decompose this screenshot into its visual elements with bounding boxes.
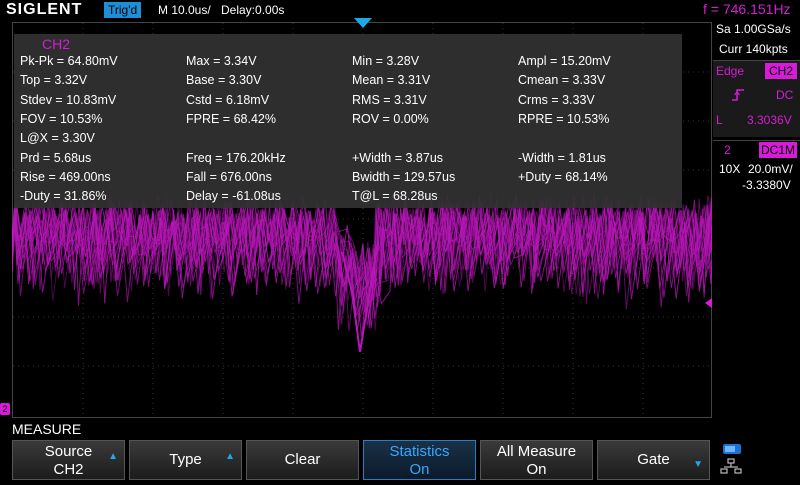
ch2-ground-marker[interactable]: 2: [0, 403, 10, 415]
softkey-label: Gate: [637, 451, 670, 468]
measure-item: Min = 3.28V: [352, 54, 420, 68]
measure-item: Stdev = 10.83mV: [20, 93, 117, 107]
measure-item: FOV = 10.53%: [20, 112, 103, 126]
memory-depth-readout: Curr 140kpts: [719, 42, 788, 56]
measure-item: T@L = 68.28us: [352, 189, 438, 203]
measure-item: Mean = 3.31V: [352, 73, 431, 87]
up-arrow-icon: ▲: [225, 451, 235, 462]
measure-item: Rise = 469.00ns: [20, 170, 111, 184]
waveform-trace: [12, 193, 712, 315]
trigger-level-marker[interactable]: [705, 298, 712, 308]
measure-item: RMS = 3.31V: [352, 93, 427, 107]
measure-item: Top = 3.32V: [20, 73, 88, 87]
measure-item: Fall = 676.00ns: [186, 170, 272, 184]
softkey-label: All Measure: [496, 443, 577, 460]
measure-item: Prd = 5.68us: [20, 151, 92, 165]
softkey-value: On: [526, 461, 547, 478]
measure-item: Crms = 3.33V: [518, 93, 595, 107]
usb-network-icon: [720, 444, 742, 474]
measure-item: Bwidth = 129.57us: [352, 170, 456, 184]
vertical-offset: -3.3380V: [742, 178, 791, 192]
softkey-value: On: [409, 461, 430, 478]
softkey-value: CH2: [53, 461, 84, 478]
delay-readout: Delay:0.00s: [221, 3, 285, 17]
softkey-label: Type: [169, 451, 202, 468]
measure-item: Freq = 176.20kHz: [186, 151, 286, 165]
measure-item: +Duty = 68.14%: [518, 170, 608, 184]
probe-attenuation: 10X: [719, 162, 741, 176]
type-softkey[interactable]: Type ▲: [129, 440, 242, 480]
measure-item: RPRE = 10.53%: [518, 112, 610, 126]
vertical-scale: 20.0mV/: [748, 162, 793, 176]
waveform-notch: [341, 241, 379, 353]
trigger-coupling: DC: [776, 88, 794, 102]
timebase-readout: M 10.0us/: [158, 3, 211, 17]
rising-edge-icon: [731, 88, 745, 105]
channel-number: 2: [724, 143, 731, 157]
frequency-counter: f = 746.151Hz: [703, 1, 791, 17]
trigger-source-badge: CH2: [765, 63, 797, 79]
up-arrow-icon: ▲: [108, 451, 118, 462]
source-softkey[interactable]: Source CH2 ▲: [12, 440, 125, 480]
all-measure-softkey[interactable]: All Measure On: [480, 440, 593, 480]
sample-rate-readout: Sa 1.00GSa/s: [716, 22, 791, 36]
waveform-trace: [12, 194, 712, 299]
measure-item: FPRE = 68.42%: [186, 112, 276, 126]
softkey-label: Clear: [284, 451, 321, 468]
channel-coupling-badge: DC1M: [759, 142, 797, 158]
status-icons-area: [715, 440, 800, 480]
softkey-label: Statistics: [389, 443, 450, 460]
measurement-panel: CH2 Pk-Pk = 64.80mV Max = 3.34V Min = 3.…: [14, 34, 682, 208]
softkey-label: Source: [44, 443, 93, 460]
menu-title: MEASURE: [12, 421, 82, 437]
measure-item: Max = 3.34V: [186, 54, 257, 68]
measure-item: -Width = 1.81us: [518, 151, 606, 165]
measure-item: Cstd = 6.18mV: [186, 93, 270, 107]
measure-item: Delay = -61.08us: [186, 189, 281, 203]
clear-softkey[interactable]: Clear: [246, 440, 359, 480]
measure-channel-label: CH2: [42, 36, 71, 52]
waveform-trace: [12, 199, 712, 312]
trigger-type: Edge: [716, 64, 745, 78]
trigger-level-value: 3.3036V: [747, 113, 792, 127]
measure-item: ROV = 0.00%: [352, 112, 429, 126]
measure-item: L@X = 3.30V: [20, 131, 95, 145]
brand-logo: SIGLENT: [6, 1, 83, 18]
measure-item: Ampl = 15.20mV: [518, 54, 611, 68]
measure-item: Pk-Pk = 64.80mV: [20, 54, 118, 68]
trigger-level-label: L: [716, 113, 723, 127]
measure-item: -Duty = 31.86%: [20, 189, 107, 203]
top-status-bar: [0, 0, 800, 20]
measure-item: +Width = 3.87us: [352, 151, 444, 165]
gate-softkey[interactable]: Gate ▼: [597, 440, 710, 480]
trigger-status-badge: Trig'd: [104, 2, 142, 18]
statistics-softkey[interactable]: Statistics On: [363, 440, 476, 480]
waveform-trace: [12, 193, 712, 330]
measure-item: Cmean = 3.33V: [518, 73, 606, 87]
measure-item: Base = 3.30V: [186, 73, 262, 87]
down-arrow-icon: ▼: [693, 459, 703, 470]
trigger-position-marker[interactable]: [354, 18, 372, 28]
